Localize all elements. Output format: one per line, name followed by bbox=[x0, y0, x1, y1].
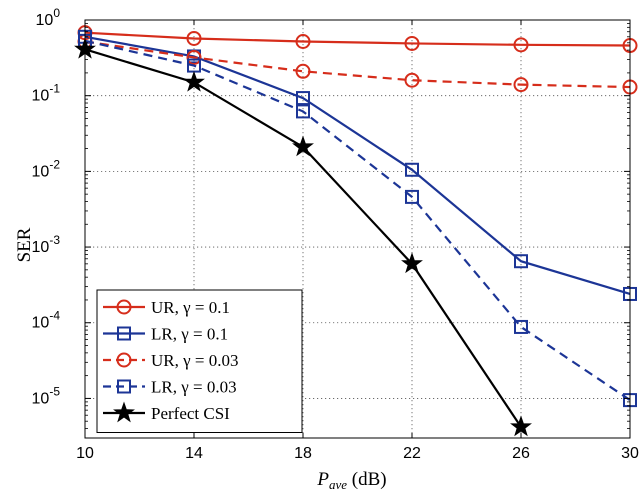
y-tick-label: 10-2 bbox=[32, 157, 61, 180]
square-marker bbox=[296, 104, 310, 119]
series-1 bbox=[78, 29, 637, 301]
y-axis-label: SER bbox=[14, 227, 35, 262]
legend-entry: UR, γ = 0.1 bbox=[103, 298, 230, 317]
axis-ticks bbox=[84, 19, 631, 439]
y-tick-label: 10-5 bbox=[32, 384, 61, 407]
circle-marker bbox=[513, 77, 529, 93]
x-tick-label: 30 bbox=[621, 445, 639, 462]
square-marker bbox=[514, 319, 528, 334]
legend-entry: Perfect CSI bbox=[103, 401, 230, 423]
square-marker bbox=[514, 254, 528, 269]
x-tick-label: 22 bbox=[403, 445, 421, 462]
square-marker bbox=[405, 189, 419, 204]
circle-marker bbox=[186, 49, 202, 65]
series-line bbox=[84, 40, 631, 89]
star-marker bbox=[113, 401, 135, 423]
legend: UR, γ = 0.1 LR, γ = 0.1 UR, γ = 0.03 LR, γ … bbox=[96, 289, 303, 433]
legend-label: LR, γ = 0.03 bbox=[151, 378, 237, 397]
circle-marker bbox=[116, 299, 132, 315]
x-axis-label-main: P bbox=[316, 469, 329, 490]
circle-marker bbox=[186, 30, 202, 46]
series-2 bbox=[77, 33, 638, 95]
x-tick-label: 18 bbox=[294, 445, 312, 462]
series-line bbox=[84, 31, 631, 47]
legend-label: UR, γ = 0.03 bbox=[151, 351, 238, 370]
square-marker bbox=[405, 162, 419, 177]
y-tick-label: 10-4 bbox=[32, 309, 61, 332]
legend-entry: LR, γ = 0.03 bbox=[103, 378, 237, 397]
x-tick-label: 14 bbox=[185, 445, 203, 462]
circle-marker bbox=[295, 63, 311, 79]
series-layer bbox=[74, 25, 638, 437]
x-axis-label: Pave (dB) bbox=[316, 469, 386, 492]
series-line bbox=[84, 39, 631, 402]
legend-label: LR, γ = 0.1 bbox=[151, 325, 228, 344]
y-tick-label: 10-3 bbox=[32, 233, 61, 256]
tick-labels: 10 14 18 22 26 30 100 10-1 10-2 10-3 10-4 10-5 bbox=[32, 6, 639, 462]
star-marker bbox=[183, 70, 205, 92]
legend-entry: UR, γ = 0.03 bbox=[103, 351, 238, 370]
star-marker bbox=[401, 252, 423, 274]
x-tick-label: 26 bbox=[512, 445, 530, 462]
plot-frame bbox=[84, 19, 631, 439]
circle-marker bbox=[116, 352, 132, 368]
legend-label: Perfect CSI bbox=[151, 404, 230, 423]
legend-label: UR, γ = 0.1 bbox=[151, 298, 230, 317]
square-marker bbox=[117, 379, 131, 394]
circle-marker bbox=[513, 37, 529, 53]
square-marker bbox=[117, 326, 131, 341]
x-axis-label-unit: (dB) bbox=[347, 469, 387, 490]
star-marker bbox=[510, 415, 532, 437]
series-0 bbox=[77, 25, 638, 54]
circle-marker bbox=[404, 72, 420, 88]
star-marker bbox=[292, 135, 314, 157]
legend-entry: LR, γ = 0.1 bbox=[103, 325, 228, 344]
series-4 bbox=[74, 37, 532, 437]
circle-marker bbox=[295, 33, 311, 49]
y-tick-label: 100 bbox=[36, 6, 61, 29]
square-marker bbox=[296, 91, 310, 106]
series-line bbox=[84, 35, 631, 296]
x-tick-label: 10 bbox=[76, 445, 94, 462]
y-tick-label: 10-1 bbox=[32, 82, 61, 105]
x-axis-label-subscript: ave bbox=[329, 477, 347, 492]
circle-marker bbox=[404, 35, 420, 51]
